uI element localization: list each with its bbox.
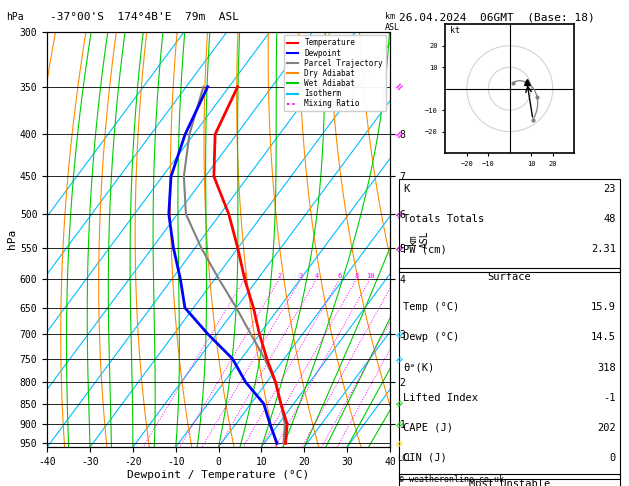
Text: 0: 0 — [610, 453, 616, 463]
Text: 14.5: 14.5 — [591, 332, 616, 342]
Text: $\equiv$: $\equiv$ — [392, 396, 407, 411]
Text: km
ASL: km ASL — [385, 12, 400, 32]
Text: Temp (°C): Temp (°C) — [403, 302, 459, 312]
Text: 10: 10 — [365, 273, 374, 279]
Text: 8: 8 — [354, 273, 359, 279]
Text: $\equiv$: $\equiv$ — [392, 207, 407, 222]
Y-axis label: km
ASL: km ASL — [408, 230, 430, 248]
Text: $\equiv$: $\equiv$ — [392, 327, 407, 342]
Text: 15.9: 15.9 — [591, 302, 616, 312]
Text: 2.31: 2.31 — [591, 244, 616, 254]
Text: $\equiv$: $\equiv$ — [392, 79, 407, 94]
Text: 3: 3 — [299, 273, 303, 279]
Text: $\equiv$: $\equiv$ — [392, 417, 407, 432]
Text: hPa: hPa — [6, 12, 24, 22]
Text: 202: 202 — [597, 423, 616, 433]
Bar — [399, 474, 620, 486]
Text: PW (cm): PW (cm) — [403, 244, 447, 254]
Text: CAPE (J): CAPE (J) — [403, 423, 453, 433]
Text: 23: 23 — [603, 184, 616, 194]
Text: kt: kt — [450, 26, 460, 35]
Legend: Temperature, Dewpoint, Parcel Trajectory, Dry Adiabat, Wet Adiabat, Isotherm, Mi: Temperature, Dewpoint, Parcel Trajectory… — [284, 35, 386, 111]
Y-axis label: hPa: hPa — [7, 229, 17, 249]
Text: 2: 2 — [277, 273, 281, 279]
Text: -1: -1 — [603, 393, 616, 403]
Text: 318: 318 — [597, 363, 616, 373]
Text: 26.04.2024  06GMT  (Base: 18): 26.04.2024 06GMT (Base: 18) — [399, 12, 595, 22]
Text: CIN (J): CIN (J) — [403, 453, 447, 463]
Text: $\equiv$: $\equiv$ — [392, 436, 407, 451]
Text: K: K — [403, 184, 409, 194]
Text: 6: 6 — [337, 273, 342, 279]
Text: $\equiv$: $\equiv$ — [392, 351, 407, 366]
Text: Totals Totals: Totals Totals — [403, 214, 484, 224]
Bar — [399, 267, 620, 479]
Text: θᵊ(K): θᵊ(K) — [403, 363, 434, 373]
Text: Lifted Index: Lifted Index — [403, 393, 478, 403]
X-axis label: Dewpoint / Temperature (°C): Dewpoint / Temperature (°C) — [128, 469, 309, 480]
Text: $\equiv$: $\equiv$ — [392, 127, 407, 142]
Text: Dewp (°C): Dewp (°C) — [403, 332, 459, 342]
Text: LCL: LCL — [397, 453, 412, 463]
Text: 48: 48 — [603, 214, 616, 224]
Text: 4: 4 — [314, 273, 318, 279]
Text: -37°00'S  174°4B'E  79m  ASL: -37°00'S 174°4B'E 79m ASL — [50, 12, 239, 22]
Bar — [399, 179, 620, 272]
Text: $\equiv$: $\equiv$ — [392, 241, 407, 256]
Text: Most Unstable: Most Unstable — [469, 479, 550, 486]
Text: 1: 1 — [242, 273, 247, 279]
Text: Surface: Surface — [487, 272, 532, 282]
Text: © weatheronline.co.uk: © weatheronline.co.uk — [399, 474, 504, 484]
